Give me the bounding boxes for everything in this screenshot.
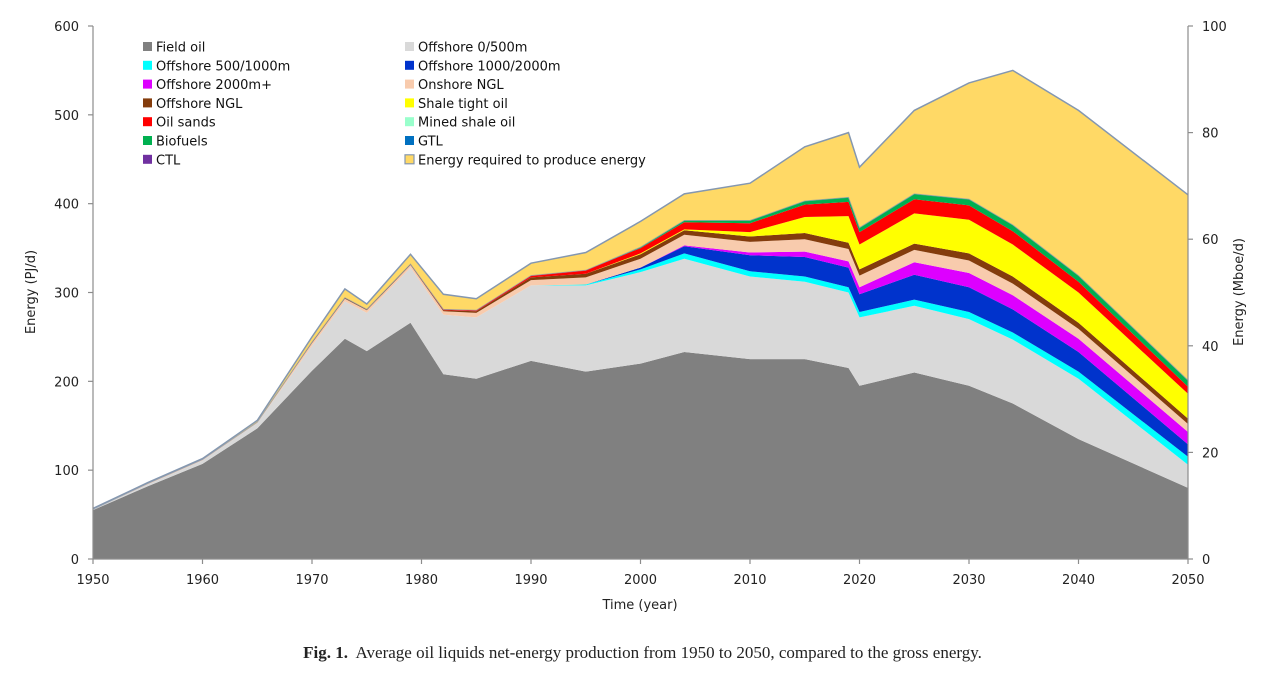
legend-label: Oil sands	[156, 116, 216, 131]
x-tick-label: 1960	[186, 573, 219, 588]
x-tick-label: 2030	[952, 573, 985, 588]
legend-item-offshore-2000m: Offshore 2000m+	[143, 78, 272, 93]
y-tick-label: 200	[54, 375, 79, 390]
legend-swatch	[143, 42, 152, 51]
legend-label: Shale tight oil	[418, 97, 508, 112]
legend-swatch	[143, 154, 152, 164]
legend-swatch	[405, 79, 414, 89]
legend-item-offshore-1000-2000m: Offshore 1000/2000m	[405, 59, 561, 74]
legend-item-onshore-ngl: Onshore NGL	[405, 78, 504, 93]
legend-label: Biofuels	[156, 135, 208, 150]
legend-swatch	[143, 60, 152, 70]
y2-tick-label: 40	[1202, 340, 1219, 355]
x-tick-label: 2040	[1062, 573, 1095, 588]
legend-swatch	[405, 42, 414, 51]
y2-tick-label: 100	[1202, 20, 1227, 35]
area-offshore-0-500m	[93, 258, 1188, 511]
legend-item-field-oil: Field oil	[143, 41, 205, 56]
legend-swatch	[143, 98, 152, 108]
legend-swatch	[405, 60, 414, 70]
legend-swatch	[405, 136, 414, 145]
y-axis-title: Energy (PJ/d)	[24, 250, 39, 334]
legend-label: Energy required to produce energy	[418, 153, 646, 168]
x-tick-label: 1990	[514, 573, 547, 588]
y2-tick-label: 80	[1202, 127, 1219, 142]
legend-swatch	[143, 136, 152, 145]
legend-label: Onshore NGL	[418, 78, 504, 93]
y-tick-label: 300	[54, 287, 79, 302]
y-tick-label: 0	[71, 553, 79, 568]
x-tick-label: 1980	[405, 573, 438, 588]
y-tick-label: 600	[54, 20, 79, 35]
legend-item-offshore-ngl: Offshore NGL	[143, 97, 243, 112]
legend-label: Offshore NGL	[156, 97, 243, 112]
caption-label: Fig. 1.	[303, 643, 348, 662]
legend-label: Mined shale oil	[418, 116, 515, 131]
y-tick-label: 500	[54, 109, 79, 124]
y2-tick-label: 0	[1202, 553, 1210, 568]
legend-item-ctl: CTL	[143, 153, 181, 168]
legend-label: Offshore 2000m+	[156, 78, 272, 93]
caption-text: Average oil liquids net-energy productio…	[355, 643, 982, 662]
legend-item-offshore-500-1000m: Offshore 500/1000m	[143, 59, 290, 74]
legend-item-oil-sands: Oil sands	[143, 116, 216, 131]
legend-item-biofuels: Biofuels	[143, 135, 208, 150]
y-tick-label: 100	[54, 464, 79, 479]
x-tick-label: 2000	[624, 573, 657, 588]
area-energy-required-to-produce-energy	[93, 70, 1188, 510]
x-tick-label: 1950	[76, 573, 109, 588]
x-tick-label: 2020	[843, 573, 876, 588]
legend-label: Field oil	[156, 41, 205, 56]
legend-item-shale-tight-oil: Shale tight oil	[405, 97, 508, 112]
legend-item-mined-shale-oil: Mined shale oil	[405, 116, 515, 131]
area-edge-energy-required-to-produce-energy	[92, 69, 1189, 510]
y2-tick-label: 60	[1202, 233, 1219, 248]
x-tick-label: 2010	[733, 573, 766, 588]
y-tick-label: 400	[54, 198, 79, 213]
legend-item-energy-required-to-produce-energy: Energy required to produce energy	[404, 153, 646, 168]
legend-label: Offshore 500/1000m	[156, 59, 290, 74]
y2-axis-title: Energy (Mboe/d)	[1232, 238, 1247, 346]
legend-label: Offshore 0/500m	[418, 41, 527, 56]
legend-item-gtl: GTL	[405, 135, 444, 150]
x-tick-label: 1970	[295, 573, 328, 588]
x-tick-label: 2050	[1171, 573, 1204, 588]
legend-swatch	[143, 117, 152, 127]
legend-swatch	[405, 98, 414, 108]
y2-tick-label: 20	[1202, 446, 1219, 461]
area-lower-edge-energy-required-to-produce-energy	[92, 193, 1189, 510]
stacked-areas	[92, 69, 1189, 559]
legend-label: Offshore 1000/2000m	[418, 59, 561, 74]
legend-item-offshore-0-500m: Offshore 0/500m	[405, 41, 527, 56]
legend: Field oil Offshore 0/500m Offshore 500/100…	[143, 41, 646, 168]
legend-label: GTL	[418, 135, 444, 150]
figure-caption: Fig. 1. Average oil liquids net-energy p…	[0, 643, 1285, 663]
legend-swatch	[405, 117, 414, 127]
area-field-oil	[93, 322, 1188, 559]
x-axis-title: Time (year)	[601, 598, 677, 613]
legend-swatch	[143, 79, 152, 89]
legend-swatch	[404, 154, 415, 165]
legend-label: CTL	[156, 153, 181, 168]
